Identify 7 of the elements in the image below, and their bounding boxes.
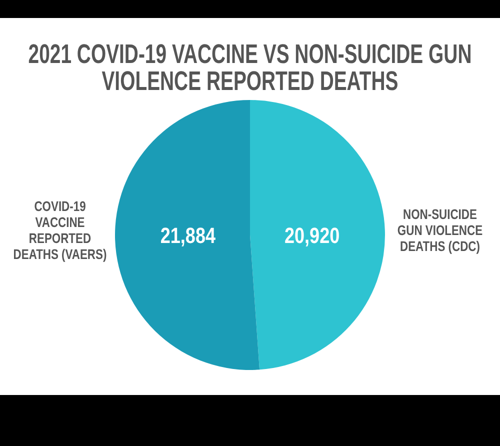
- chart-title: 2021 COVID-19 VACCINE VS NON-SUICIDE GUN VIOLENCE REPORTED DEATHS: [28, 38, 472, 96]
- data-label: 20,920: [284, 224, 340, 248]
- slice-label: COVID-19 VACCINE REPORTED DEATHS (VAERS): [13, 198, 107, 262]
- data-label: 21,884: [160, 224, 216, 248]
- slice-label: NON-SUICIDE GUN VIOLENCE DEATHS (CDC): [397, 206, 483, 254]
- pie-slice: [115, 100, 260, 370]
- pie-slice: [250, 100, 385, 370]
